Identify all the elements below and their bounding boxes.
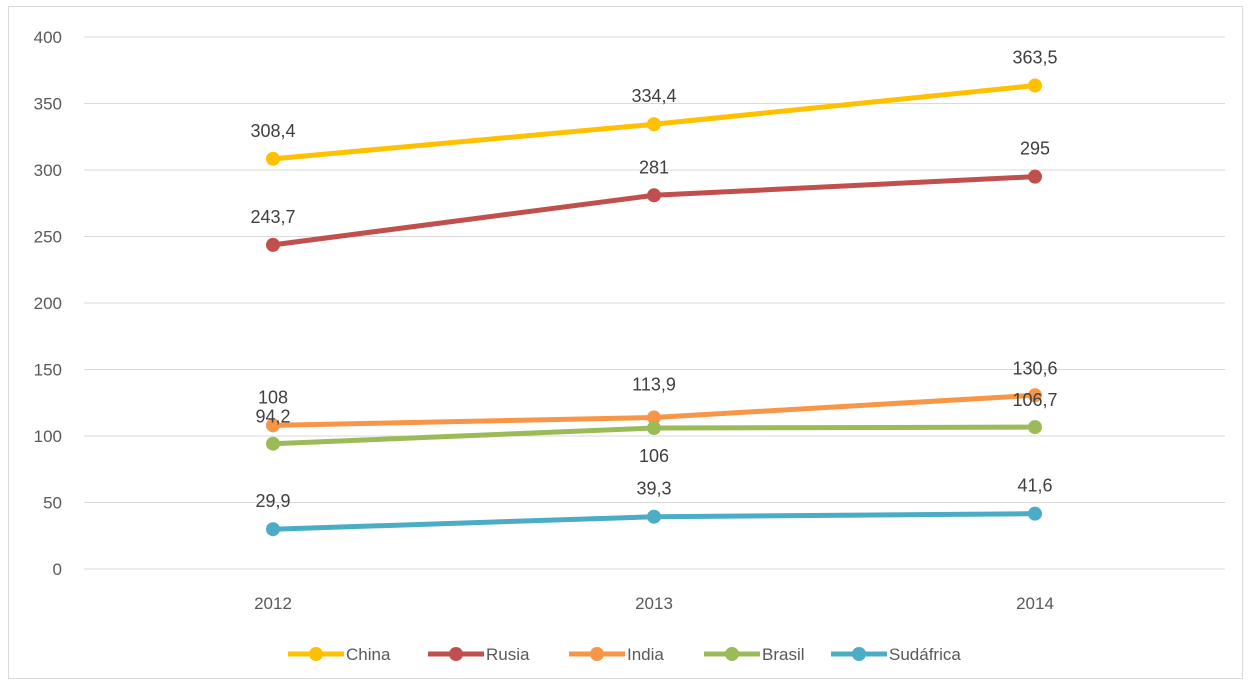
legend-label-sud-frica: Sudáfrica: [889, 645, 961, 664]
data-label-rusia: 295: [1020, 139, 1050, 159]
data-label-india: 108: [258, 387, 288, 407]
data-label-brasil: 106: [639, 446, 669, 466]
data-point-rusia: [647, 188, 661, 203]
x-tick-label: 2014: [1016, 594, 1054, 613]
chart-area: [8, 6, 1243, 679]
legend-marker-brasil: [725, 647, 739, 661]
data-label-sud-frica: 39,3: [636, 479, 671, 499]
data-point-brasil: [1028, 420, 1042, 435]
y-tick-label: 150: [34, 361, 62, 380]
x-axis-ticks: 2012 2013 2014: [254, 594, 1054, 613]
data-label-india: 130,6: [1012, 358, 1057, 378]
data-point-sud-frica: [266, 522, 280, 537]
y-tick-label: 300: [34, 161, 62, 180]
data-label-sud-frica: 41,6: [1017, 476, 1052, 496]
data-point-rusia: [266, 237, 280, 252]
legend-label-brasil: Brasil: [762, 645, 805, 664]
legend-label-china: China: [346, 645, 391, 664]
data-point-sud-frica: [647, 509, 661, 524]
data-point-india: [1028, 388, 1042, 403]
y-tick-label: 250: [34, 228, 62, 247]
data-label-brasil: 94,2: [255, 407, 290, 427]
y-tick-label: 350: [34, 95, 62, 114]
legend: China Rusia India Brasil Sudáfrica: [288, 645, 961, 664]
legend-label-rusia: Rusia: [486, 645, 530, 664]
data-point-china: [647, 117, 661, 132]
legend-marker-sud-frica: [852, 647, 866, 661]
data-label-sud-frica: 29,9: [255, 491, 290, 511]
data-point-brasil: [266, 436, 280, 451]
data-label-brasil: 106,7: [1012, 390, 1057, 410]
legend-marker-china: [309, 647, 323, 661]
data-point-brasil: [647, 421, 661, 436]
y-tick-label: 200: [34, 294, 62, 313]
legend-marker-india: [590, 647, 604, 661]
legend-label-india: India: [627, 645, 664, 664]
data-point-india: [266, 418, 280, 433]
legend-marker-rusia: [449, 647, 463, 661]
data-point-rusia: [1028, 169, 1042, 184]
y-tick-label: 100: [34, 427, 62, 446]
x-tick-label: 2012: [254, 594, 292, 613]
data-labels: 308,4 334,4 363,5 243,7 281 295 108 113,9 130,6 9…: [250, 48, 1057, 512]
y-tick-label: 400: [34, 28, 62, 47]
y-tick-label: 0: [53, 560, 62, 579]
x-tick-label: 2013: [635, 594, 673, 613]
data-point-india: [647, 410, 661, 425]
data-label-rusia: 243,7: [250, 207, 295, 227]
y-tick-label: 50: [43, 494, 62, 513]
data-label-china: 308,4: [250, 121, 295, 141]
data-point-sud-frica: [1028, 506, 1042, 521]
data-label-india: 113,9: [632, 375, 676, 395]
series-line-rusia: [270, 174, 1038, 248]
data-label-china: 363,5: [1012, 48, 1057, 68]
y-axis-ticks: 0 50 100 150 200 250 300 350 400: [34, 28, 62, 579]
data-label-china: 334,4: [631, 86, 676, 106]
data-point-china: [266, 151, 280, 166]
data-point-china: [1028, 78, 1042, 93]
series-lines: [266, 78, 1042, 537]
data-label-rusia: 281: [639, 157, 669, 177]
